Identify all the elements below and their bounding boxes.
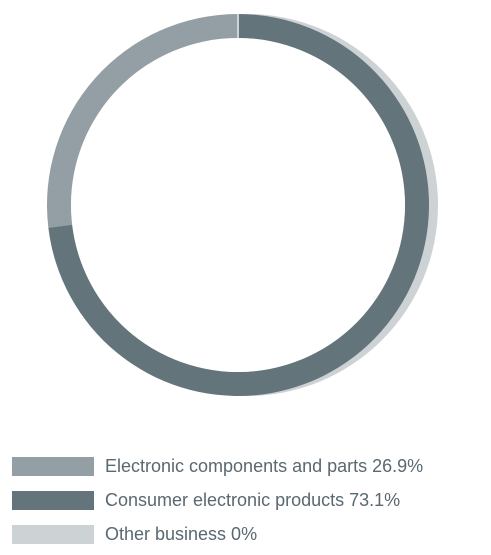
- donut-slices: [47, 14, 438, 397]
- legend-swatch-consumer-electronics: [12, 490, 94, 510]
- legend-swatch-electronic-components: [12, 456, 94, 476]
- donut-chart: [47, 14, 438, 397]
- legend-item-other-business: Other business 0%: [12, 521, 482, 547]
- chart-legend: Electronic components and parts 26.9% Co…: [12, 453, 482, 555]
- legend-item-consumer-electronics: Consumer electronic products 73.1%: [12, 487, 482, 513]
- donut-slice-electronic-components-and-parts: [47, 14, 238, 228]
- legend-label-other-business: Other business 0%: [105, 524, 258, 544]
- donut-hole: [71, 38, 405, 372]
- legend-label-electronic-components: Electronic components and parts 26.9%: [105, 456, 424, 476]
- legend-swatch-other-business: [12, 524, 94, 544]
- legend-label-consumer-electronics: Consumer electronic products 73.1%: [105, 490, 401, 510]
- legend-item-electronic-components: Electronic components and parts 26.9%: [12, 453, 482, 479]
